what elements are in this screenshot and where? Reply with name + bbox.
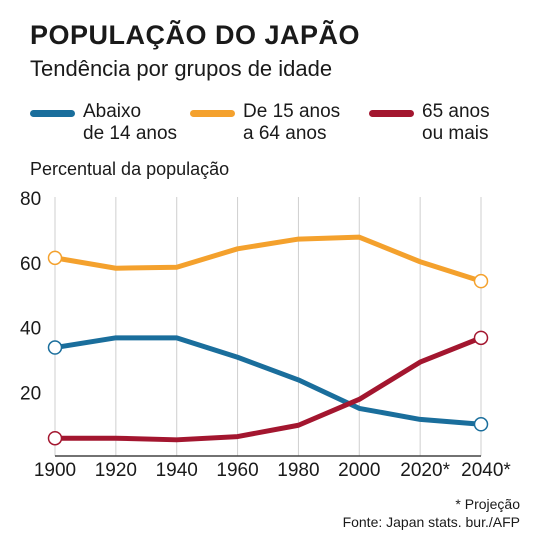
x-tick-label: 1980	[277, 460, 319, 481]
endpoint-marker	[473, 273, 489, 289]
legend-label-line: De 15 anos	[243, 101, 341, 122]
series-line	[52, 335, 484, 443]
legend-label: De 15 anos a 64 anos	[243, 101, 363, 145]
legend-label-line: ou mais	[422, 123, 489, 144]
source-note: Fonte: Japan stats. bur./AFP	[342, 514, 520, 530]
x-tick-label: 1900	[34, 460, 76, 481]
chart-subtitle: Tendência por grupos de idade	[30, 56, 333, 81]
legend-label: Abaixo de 14 anos	[83, 101, 203, 145]
footnote: * Projeção	[455, 496, 520, 512]
x-tick-label: 1960	[216, 460, 258, 481]
legend-swatch	[30, 110, 75, 117]
legend-item-15-64: De 15 anos a 64 anos	[190, 101, 363, 145]
y-tick-label: 60	[20, 254, 41, 275]
series-line	[52, 234, 484, 284]
legend-label: 65 anos ou mais	[422, 101, 512, 145]
endpoint-marker	[47, 250, 63, 266]
y-tick-label: 40	[20, 319, 41, 340]
legend-label-line: 65 anos	[422, 101, 490, 122]
series-line	[52, 335, 484, 427]
x-tick-label: 2020*	[400, 460, 450, 481]
endpoint-marker	[47, 430, 63, 446]
legend-item-under-14: Abaixo de 14 anos	[30, 101, 203, 145]
legend-item-65-plus: 65 anos ou mais	[369, 101, 512, 145]
y-axis-label: Percentual da população	[30, 159, 230, 179]
endpoint-marker	[473, 330, 489, 346]
legend-swatch	[190, 110, 235, 117]
x-tick-label: 2040*	[461, 460, 511, 481]
legend-swatch	[369, 110, 414, 117]
legend-label-line: de 14 anos	[83, 123, 178, 144]
chart-title: POPULAÇÃO DO JAPÃO	[30, 20, 361, 50]
endpoint-marker	[47, 340, 63, 355]
legend: Abaixo de 14 anos De 15 anos a 64 anos 6…	[0, 101, 550, 153]
x-tick-label: 1920	[95, 460, 137, 481]
y-tick-label: 80	[20, 189, 41, 210]
legend-label-line: a 64 anos	[243, 123, 327, 144]
endpoint-marker	[473, 417, 489, 432]
x-tick-label: 1940	[156, 460, 198, 481]
legend-label-line: Abaixo	[83, 101, 142, 122]
x-tick-label: 2000	[338, 460, 380, 481]
y-tick-label: 20	[20, 383, 41, 404]
